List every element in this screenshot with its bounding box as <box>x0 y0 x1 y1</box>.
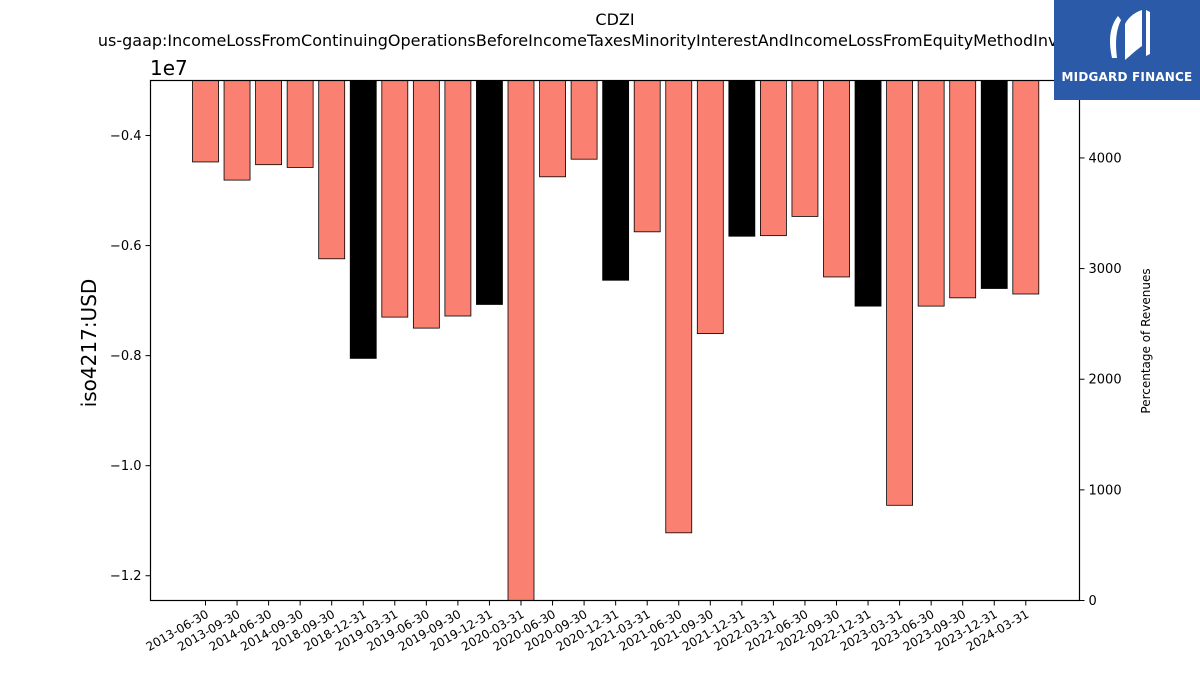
bar-2014-09-30 <box>286 80 314 168</box>
bar-2022-09-30 <box>823 80 850 278</box>
bar-2019-12-31 <box>476 80 503 305</box>
bar-2024-03-31 <box>1012 80 1040 295</box>
y2-tick-label: 3000 <box>1089 262 1122 277</box>
y-axis-label: iso4217:USD <box>77 279 101 408</box>
midgard-logo-icon <box>1110 10 1150 60</box>
bar-2019-09-30 <box>444 80 472 317</box>
bar-2021-12-31 <box>728 80 756 237</box>
bar-2022-06-30 <box>791 80 819 217</box>
y-tick-label: −1.2 <box>110 569 142 584</box>
y-tick-label: −0.4 <box>110 129 142 144</box>
y2-tick-label: 4000 <box>1089 151 1122 166</box>
bar-2013-06-30 <box>192 80 219 163</box>
bar-2021-03-31 <box>633 80 661 233</box>
bar-2020-12-31 <box>602 80 630 281</box>
bar-2019-06-30 <box>412 80 440 329</box>
bar-2018-12-31 <box>349 80 377 359</box>
y2-tick-label: 0 <box>1089 594 1097 609</box>
y-tick-label: −0.6 <box>110 239 142 254</box>
bar-2014-06-30 <box>255 80 283 166</box>
bar-2021-09-30 <box>696 80 724 335</box>
bar-2023-12-31 <box>980 80 1008 289</box>
bar-2023-06-30 <box>917 80 945 307</box>
brand-name: MIDGARD FINANCE <box>1061 70 1193 84</box>
y-scale-label: 1e7 <box>150 56 188 80</box>
y2-axis-label: Percentage of Revenues <box>1139 268 1153 413</box>
bar-2020-09-30 <box>570 80 598 160</box>
bar-2023-09-30 <box>949 80 977 299</box>
y-tick-label: −0.8 <box>110 349 142 364</box>
y-tick-label: −1.0 <box>110 459 142 474</box>
bar-2023-03-31 <box>886 80 913 506</box>
bar-2021-06-30 <box>665 80 693 534</box>
bar-2020-03-31 <box>507 80 535 601</box>
chart-title: CDZI <box>595 10 634 29</box>
bar-2018-09-30 <box>318 80 346 260</box>
chart-subtitle: us-gaap:IncomeLossFromContinuingOperatio… <box>98 31 1132 50</box>
bar-2022-03-31 <box>760 80 787 237</box>
midgard-finance-logo: MIDGARD FINANCE <box>1054 0 1200 100</box>
bar-2019-03-31 <box>381 80 409 318</box>
bar-2020-06-30 <box>539 80 566 178</box>
bar-2022-12-31 <box>854 80 882 307</box>
y2-tick-label: 2000 <box>1089 373 1122 388</box>
plot-frame <box>149 79 1081 602</box>
bar-2013-09-30 <box>223 80 251 181</box>
y2-tick-label: 1000 <box>1089 483 1122 498</box>
